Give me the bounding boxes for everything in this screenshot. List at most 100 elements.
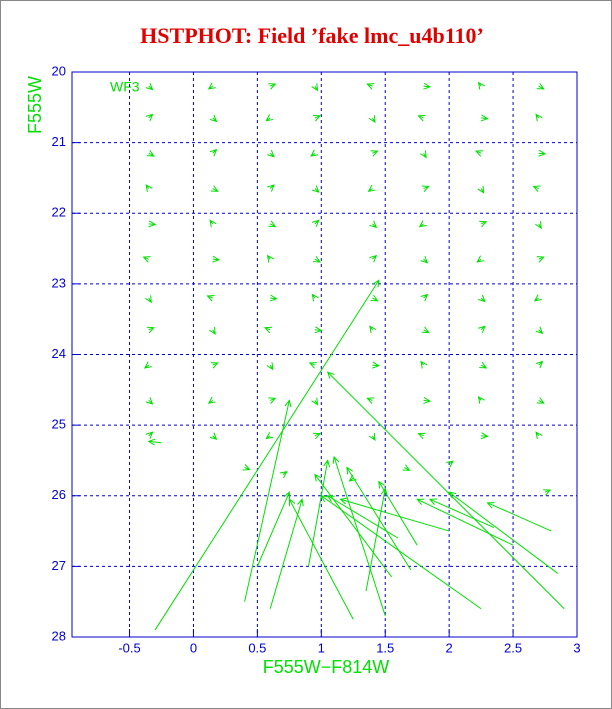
arrow [417, 432, 426, 440]
arrow [367, 184, 376, 193]
arrow [209, 219, 217, 228]
arrow [369, 325, 377, 334]
arrow [266, 362, 274, 371]
arrow [418, 220, 427, 228]
chart-title: HSTPHOT: Field ’fake lmc_u4b110’ [140, 23, 484, 48]
arrow [146, 150, 155, 157]
arrow [402, 464, 411, 471]
y-tick-label: 21 [52, 134, 66, 149]
arrow [480, 114, 489, 122]
arrow [370, 294, 379, 302]
arrow [535, 113, 543, 122]
arrow [326, 371, 565, 610]
arrow [417, 114, 426, 122]
arrow [477, 185, 485, 194]
arrow [365, 487, 388, 592]
arrow [532, 185, 541, 192]
arrow [244, 399, 292, 602]
arrow [536, 397, 545, 404]
arrow [369, 220, 378, 229]
arrow [314, 473, 393, 578]
arrow [423, 82, 432, 90]
arrow [268, 220, 277, 228]
arrow [369, 254, 378, 263]
arrow [538, 149, 547, 157]
x-tick-label: 3 [573, 640, 580, 655]
y-tick-label: 26 [52, 487, 66, 502]
arrow [279, 471, 288, 479]
arrow [207, 396, 216, 404]
arrow [263, 326, 273, 334]
arrow [145, 431, 154, 439]
arrow [311, 397, 319, 406]
arrow [267, 184, 275, 192]
y-tick-label: 28 [52, 628, 66, 643]
arrow [268, 397, 277, 404]
arrow [478, 325, 486, 333]
x-tick-label: 2.5 [504, 640, 522, 655]
arrow [154, 279, 380, 631]
arrow [366, 397, 375, 404]
arrow [476, 255, 485, 263]
y-tick-label: 23 [52, 275, 66, 290]
arrow [420, 150, 427, 159]
arrow [543, 489, 552, 496]
arrow [368, 432, 376, 441]
arrow [288, 498, 354, 620]
arrow [269, 498, 304, 609]
arrow [346, 466, 412, 571]
arrow [372, 361, 380, 369]
arrow [313, 114, 322, 122]
arrow [332, 455, 386, 616]
x-tick-label: 2 [446, 640, 453, 655]
y-tick-label: 24 [52, 346, 66, 361]
arrow [421, 326, 430, 334]
arrow [477, 395, 485, 404]
arrow [535, 360, 544, 369]
arrow [210, 185, 219, 192]
arrow [421, 185, 430, 192]
arrow [423, 396, 432, 404]
arrow [209, 327, 216, 336]
x-tick-label: 1 [318, 640, 325, 655]
arrow [339, 497, 450, 532]
arrow [268, 83, 277, 90]
arrow [477, 81, 485, 90]
arrow [145, 295, 152, 304]
arrow [145, 113, 154, 122]
y-tick-label: 22 [52, 205, 66, 220]
arrow [420, 255, 429, 264]
arrow [210, 362, 219, 369]
arrow [146, 326, 155, 334]
arrow [311, 185, 320, 193]
arrow [269, 294, 278, 302]
arrow [212, 255, 221, 263]
arrow [446, 460, 454, 468]
arrow [474, 150, 484, 157]
arrow [313, 432, 322, 440]
arrow [145, 184, 153, 192]
arrow [311, 293, 319, 302]
arrow [320, 495, 482, 610]
arrow [536, 256, 545, 263]
arrow [313, 255, 322, 263]
y-tick-label: 20 [52, 63, 66, 78]
arrow [310, 149, 319, 157]
arrow [143, 361, 152, 369]
arrow [206, 294, 215, 302]
arrow [311, 219, 320, 228]
x-tick-label: 0 [190, 640, 197, 655]
arrow [147, 438, 162, 446]
arrow [480, 432, 489, 440]
arrow [207, 82, 216, 90]
arrow [478, 294, 486, 303]
arrow [366, 83, 375, 90]
arrow [416, 498, 514, 546]
x-tick-label: 0.5 [248, 640, 266, 655]
arrow [308, 362, 317, 369]
arrow [420, 293, 429, 302]
arrow [428, 498, 495, 528]
arrow [448, 491, 559, 574]
